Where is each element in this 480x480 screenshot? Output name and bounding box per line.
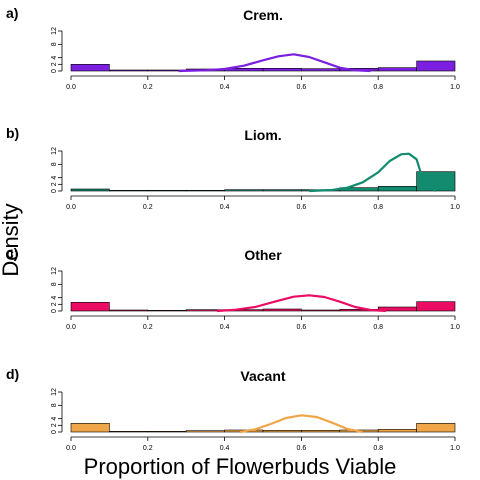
- panel-title: Crem.: [243, 7, 283, 23]
- histogram-bar: [416, 423, 456, 433]
- panel-title: Liom.: [244, 127, 281, 143]
- histogram-bar: [301, 309, 341, 312]
- histogram-bar: [147, 431, 187, 433]
- y-tick-label: 0: [51, 189, 58, 193]
- x-tick-label: 1.0: [450, 204, 460, 211]
- histogram-bar: [377, 429, 417, 433]
- y-tick-label: 0: [51, 309, 58, 313]
- y-tick-label: 8: [51, 282, 58, 286]
- histogram-bar: [185, 190, 225, 192]
- x-tick-label: 0.2: [143, 84, 153, 91]
- histogram-bar: [224, 189, 264, 192]
- histogram-bar: [70, 423, 110, 433]
- y-tick-label: 12: [51, 27, 58, 35]
- x-tick-label: 0.2: [143, 324, 153, 331]
- panel-1: a) Crem. 0.0 0.2 0.4 0.6 0.8 1.0 0 2 4 8 12: [6, 5, 460, 91]
- x-tick-label: 0.0: [66, 324, 76, 331]
- y-tick-label: 2: [51, 423, 58, 427]
- y-tick-label: 8: [51, 42, 58, 46]
- x-tick-label: 0.4: [220, 324, 230, 331]
- x-tick-label: 1.0: [450, 84, 460, 91]
- panel-title: Vacant: [240, 368, 285, 384]
- y-tick-label: 12: [51, 147, 58, 155]
- x-tick-label: 0.2: [143, 445, 153, 452]
- y-tick-label: 12: [51, 388, 58, 396]
- y-tick-label: 4: [51, 296, 58, 300]
- histogram-bar: [147, 190, 187, 192]
- y-tick-label: 8: [51, 403, 58, 407]
- x-tick-label: 0.2: [143, 204, 153, 211]
- x-tick-label: 0.8: [373, 324, 383, 331]
- x-tick-label: 0.0: [66, 445, 76, 452]
- y-tick-label: 12: [51, 267, 58, 275]
- y-axis-label: Density: [0, 203, 23, 276]
- x-tick-label: 0.0: [66, 84, 76, 91]
- y-tick-label: 2: [51, 62, 58, 66]
- y-tick-label: 0: [51, 430, 58, 434]
- histogram-bar: [301, 68, 341, 72]
- histogram-bar: [262, 68, 302, 72]
- histogram-bar: [70, 64, 110, 72]
- histogram-bar: [377, 186, 417, 192]
- x-tick-label: 0.8: [373, 445, 383, 452]
- x-tick-label: 0.4: [220, 84, 230, 91]
- panel-2: b) Liom. 0.0 0.2 0.4 0.6 0.8 1.0 0 2 4 8 12: [6, 125, 460, 211]
- x-tick-label: 0.4: [220, 445, 230, 452]
- panels-group: a) Crem. 0.0 0.2 0.4 0.6 0.8 1.0 0 2 4 8 12 b) Liom. 0.…: [6, 5, 460, 452]
- panel-letter: b): [6, 125, 19, 141]
- density-curve: [239, 414, 364, 434]
- histogram-bar: [70, 188, 110, 192]
- panel-4: d) Vacant 0.0 0.2 0.4 0.6 0.8 1.0 0 2 4 8 12: [6, 366, 460, 452]
- x-tick-label: 0.8: [373, 204, 383, 211]
- y-tick-label: 4: [51, 176, 58, 180]
- y-tick-label: 8: [51, 162, 58, 166]
- x-tick-label: 0.6: [297, 204, 307, 211]
- histogram-bar: [70, 302, 110, 312]
- histogram-bar: [109, 190, 149, 192]
- histogram-bar: [147, 310, 187, 312]
- density-curve: [216, 294, 386, 313]
- x-tick-label: 0.6: [297, 84, 307, 91]
- y-tick-label: 2: [51, 302, 58, 306]
- histogram-bar: [109, 69, 149, 72]
- histogram-bar: [262, 430, 302, 433]
- histogram-bar: [377, 67, 417, 72]
- y-tick-label: 2: [51, 182, 58, 186]
- panel-3: c) Other 0.0 0.2 0.4 0.6 0.8 1.0 0 2 4 8 12: [6, 245, 460, 331]
- y-tick-label: 0: [51, 69, 58, 73]
- y-tick-label: 4: [51, 56, 58, 60]
- x-tick-label: 0.8: [373, 84, 383, 91]
- density-curve: [309, 152, 437, 193]
- panel-letter: c): [6, 245, 18, 261]
- x-tick-label: 0.6: [297, 445, 307, 452]
- x-tick-label: 1.0: [450, 445, 460, 452]
- x-tick-label: 1.0: [450, 324, 460, 331]
- histogram-bar: [109, 309, 149, 312]
- panel-letter: d): [6, 366, 19, 382]
- histogram-bar: [416, 60, 456, 72]
- panel-title: Other: [244, 247, 282, 263]
- x-tick-label: 0.0: [66, 204, 76, 211]
- y-tick-label: 4: [51, 417, 58, 421]
- histogram-bar: [301, 430, 341, 433]
- x-axis-label: Proportion of Flowerbuds Viable: [84, 454, 397, 479]
- histogram-bar: [185, 430, 225, 433]
- histogram-bar: [262, 189, 302, 192]
- density-curve: [178, 53, 371, 73]
- panel-letter: a): [6, 5, 18, 21]
- x-tick-label: 0.4: [220, 204, 230, 211]
- histogram-bar: [262, 308, 302, 312]
- histogram-bar: [416, 301, 456, 312]
- histogram-bar: [109, 431, 149, 433]
- x-tick-label: 0.6: [297, 324, 307, 331]
